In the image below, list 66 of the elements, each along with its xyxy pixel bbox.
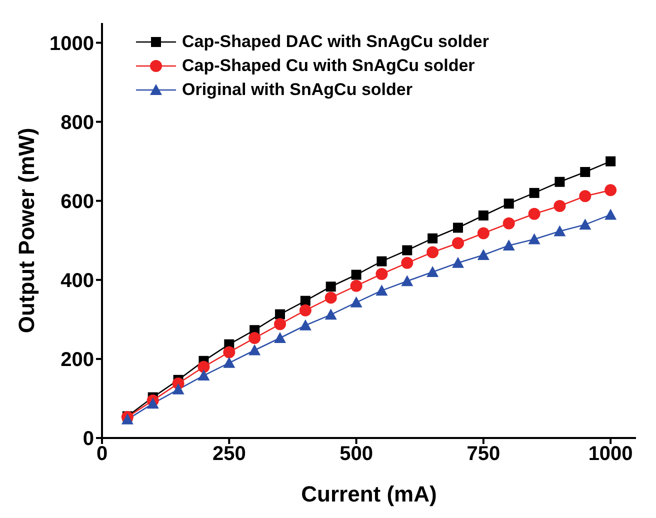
point [172,383,184,394]
point [326,282,336,292]
legend-label: Cap-Shaped DAC with SnAgCu solder [182,32,489,52]
point [401,275,414,286]
y-tick-label: 800 [60,112,94,134]
point [248,332,261,344]
x-tick-label: 750 [466,443,500,466]
y-axis-title: Output Power (mW) [14,128,39,334]
point [453,222,463,233]
point [350,280,362,292]
point [274,318,286,330]
point [299,319,312,330]
legend-label: Cap-Shaped Cu with SnAgCu solder [182,56,475,76]
point [401,256,414,269]
point [324,292,337,304]
point [554,225,566,236]
point [554,176,565,187]
point [376,284,388,296]
point [350,296,362,308]
x-tick-label: 0 [96,443,108,466]
y-tick-label: 0 [82,428,94,450]
y-tick-label: 600 [60,190,94,213]
point [223,356,236,368]
point [477,249,490,260]
point [146,398,159,409]
x-tick-label: 1000 [588,443,633,466]
point [604,184,617,196]
point [376,268,388,280]
point [452,256,464,268]
y-tick-label: 1000 [50,32,94,55]
point [248,344,261,356]
point [426,246,439,258]
point [604,208,617,220]
legend-label: Original with SnAgCu solder [182,80,412,100]
point [502,240,515,251]
point [198,360,210,373]
point [529,188,540,198]
point [579,190,592,202]
point [274,332,286,344]
x-tick-label: 250 [212,443,246,466]
point [606,156,616,166]
point [554,200,566,212]
point [477,227,490,240]
x-axis-title: Current (mA) [301,482,437,507]
point [502,217,515,230]
point [478,210,488,220]
point [428,233,438,244]
point [528,208,540,220]
point [426,266,439,277]
point [402,245,412,256]
point [300,296,310,306]
y-tick-label: 200 [60,349,94,372]
point [504,198,514,209]
point [223,346,236,358]
y-tick-label: 400 [60,270,94,292]
point [580,167,590,178]
point [579,218,592,230]
point [528,233,540,244]
x-tick-label: 500 [340,443,373,466]
point [324,308,337,320]
point [275,309,285,320]
point [376,256,387,266]
point [299,304,312,316]
point [452,237,464,250]
point [351,270,362,280]
point [198,370,210,381]
